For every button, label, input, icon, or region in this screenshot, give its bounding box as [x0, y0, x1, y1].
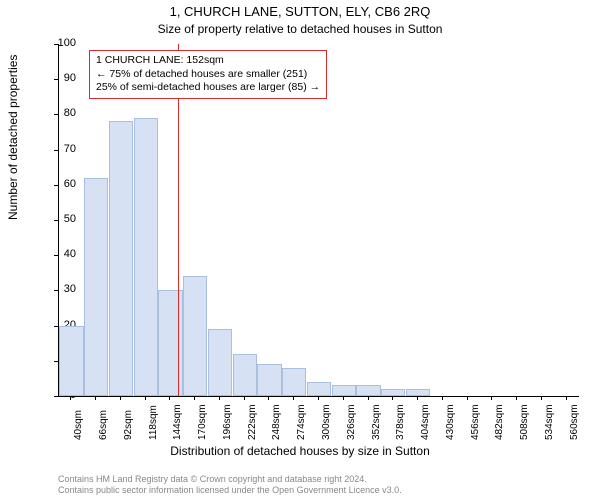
info-line-3: 25% of semi-detached houses are larger (…: [96, 81, 320, 95]
title-sub: Size of property relative to detached ho…: [0, 22, 600, 36]
x-tick-mark: [368, 396, 369, 400]
histogram-bar: [84, 178, 108, 396]
histogram-bar: [158, 290, 182, 396]
x-tick-mark: [467, 396, 468, 400]
x-tick-mark: [491, 396, 492, 400]
footer-line-2: Contains public sector information licen…: [58, 485, 402, 496]
x-tick-label: 66sqm: [98, 410, 109, 440]
x-tick-mark: [417, 396, 418, 400]
histogram-bar: [406, 389, 430, 396]
histogram-bar: [183, 276, 207, 396]
histogram-bar: [257, 364, 281, 396]
histogram-bar: [282, 368, 306, 396]
x-tick-label: 508sqm: [519, 404, 530, 440]
x-tick-label: 404sqm: [420, 404, 431, 440]
x-tick-label: 144sqm: [172, 404, 183, 440]
histogram-bar: [208, 329, 232, 396]
histogram-bar: [233, 354, 257, 396]
info-line-1: 1 CHURCH LANE: 152sqm: [96, 54, 320, 68]
x-tick-mark: [541, 396, 542, 400]
histogram-bar: [381, 389, 405, 396]
footer-line-1: Contains HM Land Registry data © Crown c…: [58, 474, 402, 485]
x-tick-mark: [392, 396, 393, 400]
x-tick-label: 378sqm: [395, 404, 406, 440]
x-tick-label: 352sqm: [371, 404, 382, 440]
x-tick-mark: [442, 396, 443, 400]
histogram-bar: [134, 118, 158, 396]
histogram-bar: [59, 326, 83, 396]
x-tick-label: 40sqm: [73, 410, 84, 440]
x-tick-label: 274sqm: [296, 404, 307, 440]
x-tick-mark: [343, 396, 344, 400]
histogram-bar: [332, 385, 356, 396]
x-tick-label: 92sqm: [123, 410, 134, 440]
footer-attribution: Contains HM Land Registry data © Crown c…: [58, 474, 402, 496]
chart-area: 1 CHURCH LANE: 152sqm ← 75% of detached …: [58, 44, 579, 397]
x-tick-label: 170sqm: [197, 404, 208, 440]
x-tick-mark: [566, 396, 567, 400]
title-main: 1, CHURCH LANE, SUTTON, ELY, CB6 2RQ: [0, 4, 600, 19]
x-tick-mark: [516, 396, 517, 400]
info-box: 1 CHURCH LANE: 152sqm ← 75% of detached …: [89, 50, 327, 99]
x-tick-label: 326sqm: [346, 404, 357, 440]
x-tick-label: 560sqm: [569, 404, 580, 440]
histogram-bar: [109, 121, 133, 396]
x-tick-mark: [293, 396, 294, 400]
x-tick-mark: [194, 396, 195, 400]
x-tick-label: 430sqm: [445, 404, 456, 440]
x-tick-label: 222sqm: [247, 404, 258, 440]
histogram-bar: [307, 382, 331, 396]
x-tick-label: 118sqm: [148, 405, 159, 440]
x-tick-label: 534sqm: [544, 404, 555, 440]
x-tick-label: 482sqm: [494, 404, 505, 440]
x-tick-mark: [169, 396, 170, 400]
x-tick-mark: [219, 396, 220, 400]
x-tick-mark: [70, 396, 71, 400]
x-tick-mark: [145, 396, 146, 400]
y-axis-label: Number of detached properties: [6, 55, 20, 220]
x-tick-mark: [95, 396, 96, 400]
x-tick-mark: [318, 396, 319, 400]
x-tick-label: 248sqm: [271, 404, 282, 440]
x-axis-label: Distribution of detached houses by size …: [0, 444, 600, 458]
chart-container: 1, CHURCH LANE, SUTTON, ELY, CB6 2RQ Siz…: [0, 0, 600, 500]
info-line-2: ← 75% of detached houses are smaller (25…: [96, 68, 320, 82]
x-tick-label: 196sqm: [222, 404, 233, 440]
histogram-bar: [356, 385, 380, 396]
x-tick-mark: [120, 396, 121, 400]
x-tick-mark: [244, 396, 245, 400]
x-tick-mark: [268, 396, 269, 400]
x-tick-label: 300sqm: [321, 404, 332, 440]
x-tick-label: 456sqm: [470, 404, 481, 440]
